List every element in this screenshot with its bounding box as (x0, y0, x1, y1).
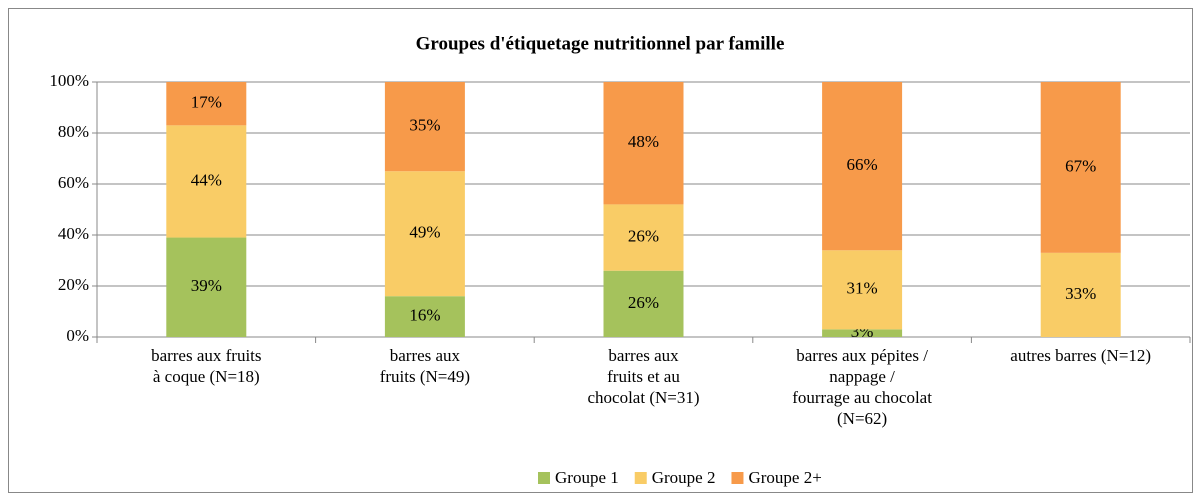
data-label: 66% (847, 155, 878, 174)
legend-label: Groupe 2+ (748, 468, 821, 487)
data-label: 35% (409, 116, 440, 135)
y-tick-label: 100% (49, 71, 89, 90)
x-tick-label: barres aux fruits (151, 346, 261, 365)
legend-label: Groupe 1 (555, 468, 619, 487)
x-tick-label: barres aux (390, 346, 461, 365)
data-label: 39% (191, 276, 222, 295)
x-tick-label: à coque (N=18) (153, 367, 260, 386)
bar-segment (822, 250, 903, 330)
y-tick-label: 20% (58, 275, 89, 294)
legend-swatch (634, 472, 647, 484)
data-label: 49% (409, 223, 440, 242)
data-label: 31% (847, 279, 878, 298)
bar-segment (603, 82, 684, 205)
x-tick-label: nappage / (829, 367, 895, 386)
bar-segment (166, 237, 247, 337)
legend-label: Groupe 2 (652, 468, 716, 487)
bar-segment (384, 82, 465, 172)
bar-segment (384, 296, 465, 337)
y-tick-label: 40% (58, 224, 89, 243)
bar-segment (384, 171, 465, 297)
legend-swatch (731, 472, 744, 484)
x-tick-label: barres aux pépites / (796, 346, 928, 365)
data-label: 48% (628, 132, 659, 151)
x-tick-label: autres barres (N=12) (1010, 346, 1151, 365)
x-tick-label: chocolat (N=31) (587, 388, 699, 407)
y-tick-label: 60% (58, 173, 89, 192)
data-label: 33% (1065, 284, 1096, 303)
bar-segment (822, 82, 903, 251)
bar-segment (166, 82, 247, 126)
bar-segment (1040, 82, 1121, 253)
data-label: 17% (191, 93, 222, 112)
bar-segment (1040, 252, 1121, 337)
data-label: 67% (1065, 156, 1096, 175)
bar-segment (603, 204, 684, 271)
bar-segment (166, 125, 247, 238)
x-tick-label: barres aux (608, 346, 679, 365)
x-tick-label: fruits (N=49) (380, 367, 470, 386)
x-tick-label: (N=62) (837, 409, 887, 428)
legend-swatch (538, 472, 550, 484)
data-label: 44% (191, 170, 222, 189)
bar-segment (603, 270, 684, 337)
x-tick-label: fruits et au (607, 367, 680, 386)
data-label: 16% (409, 306, 440, 325)
x-tick-label: fourrage au chocolat (792, 388, 932, 407)
y-tick-label: 0% (66, 326, 89, 345)
chart-title: Groupes d'étiquetage nutritionnel par fa… (416, 33, 785, 54)
data-label: 26% (628, 293, 659, 312)
y-tick-label: 80% (58, 122, 89, 141)
data-label: 26% (628, 226, 659, 245)
bar-segment (822, 329, 903, 337)
